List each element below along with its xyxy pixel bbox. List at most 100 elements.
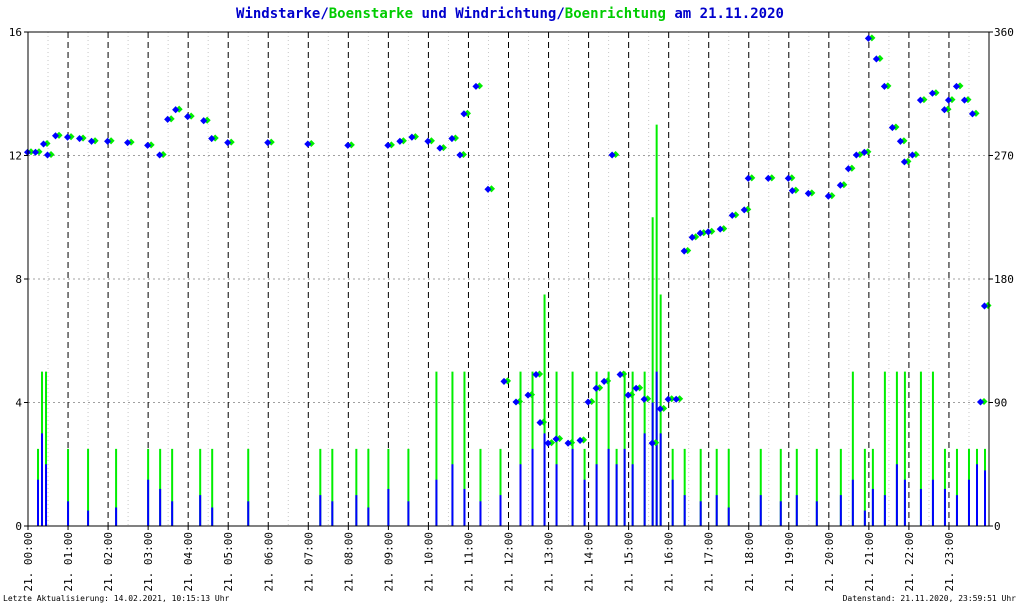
y-right-tick-label: 360 <box>994 26 1014 39</box>
wind-direction-point <box>764 174 772 182</box>
x-tick-label: 21. 00:00 <box>22 532 35 592</box>
wind-direction-point <box>64 133 72 141</box>
x-axis: 21. 00:00 21. 01:00 21. 02:00 21. 03:00 21. … <box>22 526 956 592</box>
wind-direction-point <box>672 395 680 403</box>
wind-direction-point <box>968 110 977 118</box>
wind-direction-point <box>624 391 632 399</box>
wind-direction-point <box>436 144 444 152</box>
wind-direction-point <box>916 96 924 104</box>
y-left-tick-label: 16 <box>9 26 22 39</box>
x-tick-label: 21. 02:00 <box>102 532 115 592</box>
chart-title: Windstarke/Boenstarke und Windrichtung/B… <box>236 6 784 22</box>
y-right-tick-label: 270 <box>994 150 1014 163</box>
wind-direction-point <box>632 384 640 392</box>
x-tick-label: 21. 12:00 <box>503 532 516 592</box>
wind-direction-point <box>552 435 560 443</box>
wind-direction-point <box>960 96 969 104</box>
wind-direction-point <box>208 134 216 143</box>
title-slash-1: / <box>320 6 328 22</box>
wind-direction-point <box>524 391 532 399</box>
wind-direction-point <box>51 132 60 140</box>
wind-direction-point <box>704 228 712 236</box>
wind-direction-point <box>928 89 936 97</box>
wind-direction-point <box>688 233 696 241</box>
speed-bars <box>37 124 986 526</box>
wind-direction-point <box>408 133 416 141</box>
x-tick-label: 21. 03:00 <box>142 532 155 592</box>
x-tick-label: 21. 22:00 <box>903 532 916 592</box>
title-gust-direction: Boenrichtung <box>565 6 666 22</box>
title-slash-2: / <box>556 6 564 22</box>
wind-direction-point <box>500 377 508 385</box>
wind-direction-point <box>200 117 208 125</box>
x-tick-label: 21. 23:00 <box>943 532 956 592</box>
y-axis-right: 0 90 180 270 360 <box>989 26 1014 533</box>
wind-direction-point <box>860 148 868 156</box>
x-tick-label: 21. 15:00 <box>623 532 636 592</box>
wind-direction-point <box>880 82 888 90</box>
x-tick-label: 21. 13:00 <box>543 532 556 592</box>
wind-direction-point <box>728 211 736 219</box>
wind-direction-point <box>896 137 904 145</box>
x-tick-label: 21. 04:00 <box>182 532 195 592</box>
wind-direction-point <box>224 139 232 147</box>
wind-direction-point <box>172 106 180 114</box>
wind-direction-point <box>740 206 748 214</box>
y-right-tick-label: 90 <box>994 397 1007 410</box>
y-right-tick-label: 180 <box>994 273 1014 286</box>
wind-direction-point <box>852 151 860 159</box>
x-tick-label: 21. 06:00 <box>262 532 275 592</box>
y-axis-left: 0 4 8 12 16 <box>9 26 28 533</box>
wind-direction-point <box>43 151 52 159</box>
wind-direction-point <box>424 137 432 145</box>
footer-last-update: Letzte Aktualisierung: 14.02.2021, 10:15… <box>3 594 230 603</box>
wind-direction-point <box>344 141 352 149</box>
x-tick-label: 21. 16:00 <box>663 532 676 592</box>
wind-direction-point <box>696 229 704 237</box>
x-tick-label: 21. 05:00 <box>222 532 235 592</box>
x-tick-label: 21. 01:00 <box>62 532 75 592</box>
y-right-tick-label: 0 <box>994 520 1001 533</box>
wind-direction-point <box>804 189 812 197</box>
title-wind-speed: Windstarke <box>236 6 320 22</box>
wind-direction-point <box>460 110 468 118</box>
x-tick-label: 21. 19:00 <box>783 532 796 592</box>
title-wind-direction: Windrichtung <box>455 6 556 22</box>
title-date: am 21.11.2020 <box>666 6 784 22</box>
wind-direction-point <box>600 377 608 385</box>
wind-direction-point <box>456 151 464 159</box>
wind-direction-point <box>39 140 48 148</box>
wind-direction-point <box>536 419 544 427</box>
x-tick-label: 21. 08:00 <box>342 532 355 592</box>
title-und: und <box>413 6 455 22</box>
x-tick-label: 21. 10:00 <box>422 532 435 592</box>
x-tick-label: 21. 14:00 <box>583 532 596 592</box>
wind-direction-point <box>396 137 404 145</box>
x-tick-label: 21. 09:00 <box>382 532 395 592</box>
wind-direction-point <box>648 439 656 447</box>
wind-direction-point <box>844 165 852 173</box>
wind-direction-point <box>888 124 896 132</box>
wind-direction-point <box>584 398 592 406</box>
wind-direction-point <box>31 148 40 156</box>
wind-direction-point <box>716 225 724 233</box>
wind-direction-point <box>952 82 961 90</box>
wind-direction-point <box>576 436 584 444</box>
direction-markers <box>23 34 992 447</box>
x-tick-label: 21. 20:00 <box>823 532 836 592</box>
wind-direction-point <box>592 384 600 392</box>
wind-direction-point <box>304 140 312 148</box>
wind-direction-point <box>164 115 172 123</box>
x-tick-label: 21. 18:00 <box>743 532 756 592</box>
wind-direction-point <box>616 371 624 379</box>
wind-direction-point <box>384 141 392 149</box>
y-left-tick-label: 4 <box>15 397 22 410</box>
wind-direction-point <box>656 405 664 413</box>
x-tick-label: 21. 21:00 <box>863 532 876 592</box>
wind-direction-point <box>836 181 844 189</box>
x-tick-label: 21. 07:00 <box>302 532 315 592</box>
wind-direction-point <box>88 137 96 145</box>
wind-direction-point <box>680 247 688 255</box>
wind-direction-point <box>264 139 272 147</box>
